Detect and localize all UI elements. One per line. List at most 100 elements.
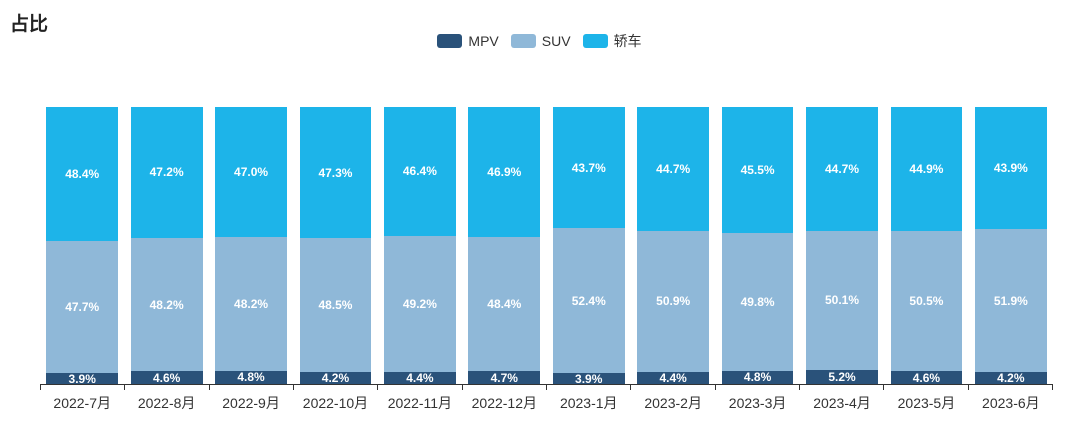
bar-segment-value-label: 47.2% [149, 165, 184, 180]
bar-segment-value-label: 48.2% [149, 297, 184, 312]
bar-column: 43.7% 52.4% 3.9% [547, 100, 631, 386]
bar-segment-轿车[interactable]: 47.3% [299, 107, 372, 239]
bar-column: 43.9% 51.9% 4.2% [969, 100, 1053, 385]
bar-segment-SUV[interactable]: 49.2% [384, 235, 456, 372]
axis-tick [714, 385, 799, 390]
x-axis-ticks [40, 385, 1053, 390]
bar-segment-MPV[interactable]: 4.8% [721, 370, 794, 385]
bar-segment-SUV[interactable]: 48.2% [215, 237, 287, 371]
bar-column: 46.4% 49.2% 4.4% [378, 100, 462, 385]
bar-column: 46.9% 48.4% 4.7% [462, 100, 546, 385]
bar-column: 44.7% 50.9% 4.4% [631, 100, 715, 385]
bar-segment-SUV[interactable]: 51.9% [974, 228, 1047, 373]
bar-segment-value-label: 43.7% [571, 160, 606, 175]
bar-segment-value-label: 44.7% [824, 161, 860, 176]
stacked-bar: 46.4% 49.2% 4.4% [384, 107, 456, 385]
bar-segment-value-label: 4.4% [406, 370, 434, 385]
x-axis-label: 2023-1月 [559, 395, 618, 411]
axis-tick [883, 385, 967, 390]
bar-segment-MPV[interactable]: 3.9% [46, 372, 119, 386]
legend-label: 轿车 [613, 33, 642, 49]
bar-segment-value-label: 4.6% [912, 370, 941, 385]
bar-segment-value-label: 4.7% [490, 370, 518, 385]
bar-segment-轿车[interactable]: 44.7% [637, 107, 710, 231]
bar-segment-MPV[interactable]: 4.6% [130, 371, 203, 385]
bar-segment-value-label: 50.5% [909, 294, 944, 309]
bar-segment-value-label: 45.5% [740, 162, 775, 177]
legend-swatch-icon [437, 34, 463, 48]
bar-segment-SUV[interactable]: 52.4% [552, 228, 625, 374]
legend-swatch-icon [510, 34, 536, 48]
bar-segment-轿车[interactable]: 46.4% [384, 107, 456, 236]
stacked-bar: 44.9% 50.5% 4.6% [890, 107, 963, 385]
x-axis-label: 2023-3月 [728, 395, 787, 411]
bar-segment-value-label: 48.4% [487, 296, 522, 311]
bar-segment-value-label: 44.7% [656, 161, 691, 176]
x-axis-label: 2023-5月 [897, 395, 956, 411]
bar-segment-轿车[interactable]: 48.4% [46, 107, 119, 242]
bar-segment-value-label: 3.9% [575, 371, 603, 386]
bar-segment-SUV[interactable]: 48.2% [130, 237, 203, 372]
x-axis-line [40, 384, 1053, 385]
bar-segment-value-label: 46.4% [402, 164, 437, 179]
plot-area: 48.4% 47.7% 3.9% 47.2% 48.2% 4.6% 47.0% 48.2% 4.… [40, 100, 1053, 413]
bar-segment-SUV[interactable]: 50.5% [890, 231, 963, 372]
stacked-bar: 47.2% 48.2% 4.6% [130, 107, 203, 385]
bar-segment-轿车[interactable]: 47.2% [130, 107, 203, 238]
axis-tick [630, 385, 714, 390]
legend: MPV SUV 轿车 [0, 31, 1079, 51]
legend-item-SUV[interactable]: SUV [510, 33, 571, 49]
bar-segment-MPV[interactable]: 5.2% [806, 369, 878, 384]
bar-segment-value-label: 4.8% [743, 370, 772, 385]
axis-tick [124, 385, 208, 390]
bar-segment-value-label: 43.9% [993, 160, 1028, 175]
bar-segment-value-label: 44.9% [909, 162, 944, 177]
bar-segment-value-label: 47.7% [65, 300, 100, 315]
bar-segment-value-label: 5.2% [828, 369, 856, 384]
bar-segment-轿车[interactable]: 44.9% [890, 107, 963, 232]
legend-label: MPV [468, 33, 499, 49]
bar-segment-value-label: 50.1% [824, 293, 860, 308]
bar-segment-value-label: 4.2% [321, 371, 350, 386]
bar-segment-MPV[interactable]: 4.7% [468, 370, 541, 385]
bar-segment-MPV[interactable]: 3.9% [552, 371, 625, 386]
bar-segment-MPV[interactable]: 4.6% [890, 370, 963, 385]
bar-segment-value-label: 47.0% [234, 165, 269, 180]
chart-title: 占比 [10, 14, 49, 35]
bar-segment-MPV[interactable]: 4.4% [637, 370, 710, 385]
stacked-bar: 48.4% 47.7% 3.9% [46, 107, 119, 386]
stacked-bar: 43.9% 51.9% 4.2% [974, 107, 1047, 385]
bar-segment-轿车[interactable]: 44.7% [806, 107, 878, 231]
bar-segment-MPV[interactable]: 4.8% [215, 370, 287, 384]
x-axis-label: 2022-7月 [53, 395, 111, 411]
bar-segment-MPV[interactable]: 4.4% [384, 370, 456, 385]
bar-segment-MPV[interactable]: 4.2% [974, 371, 1047, 385]
bar-segment-SUV[interactable]: 48.5% [299, 238, 372, 373]
bar-segment-SUV[interactable]: 50.9% [637, 230, 710, 372]
bar-segment-轿车[interactable]: 43.7% [552, 107, 625, 229]
bar-segment-轿车[interactable]: 46.9% [468, 107, 541, 237]
stacked-bar: 44.7% 50.9% 4.4% [637, 107, 710, 385]
bar-segment-value-label: 52.4% [571, 293, 606, 308]
axis-tick [545, 385, 630, 390]
stacked-bar: 44.7% 50.1% 5.2% [806, 107, 878, 384]
bar-segment-轿车[interactable]: 43.9% [974, 107, 1047, 229]
legend-item-MPV[interactable]: MPV [437, 33, 499, 49]
bar-segment-value-label: 46.9% [487, 164, 522, 179]
axis-tick [461, 385, 546, 390]
legend-item-轿车[interactable]: 轿车 [582, 31, 642, 51]
bar-segment-value-label: 4.4% [659, 370, 687, 385]
stacked-bar: 46.9% 48.4% 4.7% [468, 107, 541, 385]
bar-segment-SUV[interactable]: 50.1% [806, 230, 878, 370]
x-axis-label: 2022-8月 [137, 395, 196, 411]
bar-segment-SUV[interactable]: 48.4% [468, 236, 541, 371]
bar-segment-value-label: 50.9% [656, 294, 691, 309]
bar-segment-SUV[interactable]: 49.8% [721, 232, 794, 371]
bar-segment-value-label: 49.2% [402, 296, 437, 311]
bar-segment-MPV[interactable]: 4.2% [299, 371, 372, 386]
bar-segment-轿车[interactable]: 47.0% [215, 107, 287, 238]
bar-column: 47.3% 48.5% 4.2% [293, 100, 377, 386]
bar-segment-SUV[interactable]: 47.7% [46, 241, 119, 374]
bar-segment-轿车[interactable]: 45.5% [721, 106, 794, 233]
